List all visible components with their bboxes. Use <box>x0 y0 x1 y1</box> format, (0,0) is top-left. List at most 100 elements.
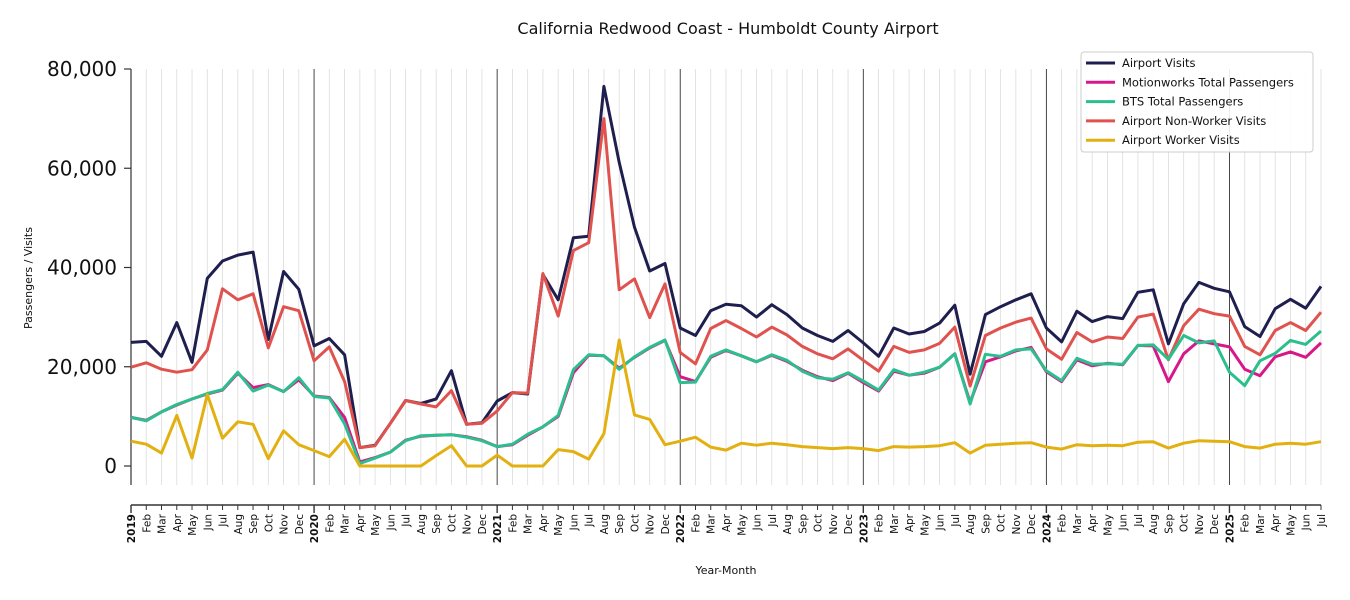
x-tick-month-label: Apr <box>721 513 733 532</box>
x-axis: 2019 Feb Mar Apr May Jun Jul Aug Sep Oct Nov Dec 202… <box>126 504 1328 543</box>
y-axis-label: Passengers / Visits <box>22 227 35 329</box>
x-tick-month-label: Nov <box>645 514 657 535</box>
x-tick-month-label: Sep <box>980 514 992 534</box>
x-tick-month-label: Mar <box>1255 513 1267 533</box>
x-tick-year-label: 2022 <box>675 514 687 543</box>
x-tick-year-label: 2025 <box>1224 514 1236 543</box>
x-tick-month-label: Jul <box>1133 514 1145 528</box>
x-tick-month-label: Aug <box>233 514 245 535</box>
x-tick-month-label: Mar <box>340 513 352 533</box>
x-tick-year-label: 2019 <box>126 514 138 543</box>
x-axis-label: Year-Month <box>694 564 756 577</box>
x-tick-month-label: Sep <box>797 514 809 534</box>
x-tick-month-label: Jun <box>568 514 580 531</box>
x-tick-month-label: Mar <box>157 513 169 533</box>
x-tick-month-label: Dec <box>477 514 489 535</box>
legend-label: Airport Worker Visits <box>1122 133 1240 147</box>
x-tick-month-label: Jun <box>385 514 397 531</box>
x-tick-month-label: Aug <box>782 514 794 535</box>
x-tick-month-label: Oct <box>446 514 458 532</box>
series-line-airport-worker-visits <box>130 338 1322 468</box>
series-line-bts-total-passengers <box>130 329 1322 465</box>
x-tick-month-label: Mar <box>889 513 901 533</box>
x-tick-month-label: Apr <box>1087 513 1099 532</box>
x-tick-month-label: Nov <box>1011 514 1023 535</box>
x-tick-month-label: Dec <box>294 514 306 535</box>
x-tick-year-label: 2024 <box>1041 514 1053 543</box>
y-axis: 0 20,000 40,000 60,000 80,000 <box>47 57 132 485</box>
x-tick-month-label: May <box>187 514 199 536</box>
x-tick-month-label: Feb <box>1240 514 1252 533</box>
x-tick-month-label: Mar <box>706 513 718 533</box>
y-tick-label: 20,000 <box>47 355 117 379</box>
x-tick-month-label: Dec <box>1026 514 1038 535</box>
x-tick-year-label: 2021 <box>492 514 504 543</box>
x-tick-month-label: Feb <box>1057 514 1069 533</box>
x-tick-month-label: May <box>919 514 931 536</box>
x-tick-month-label: Nov <box>279 514 291 535</box>
x-tick-month-label: Feb <box>690 514 702 533</box>
x-tick-month-label: Apr <box>355 513 367 532</box>
x-tick-month-label: Dec <box>843 514 855 535</box>
x-tick-month-label: Apr <box>1270 513 1282 532</box>
x-tick-month-label: Aug <box>599 514 611 535</box>
legend-label: Motionworks Total Passengers <box>1122 75 1294 89</box>
legend: Airport Visits Motionworks Total Passenge… <box>1080 51 1314 153</box>
x-tick-month-label: Jun <box>1301 514 1313 531</box>
x-tick-month-label: Nov <box>828 514 840 535</box>
x-tick-month-label: Sep <box>1163 514 1175 534</box>
chart-title: California Redwood Coast - Humboldt Coun… <box>517 19 938 38</box>
series-line-airport-visits <box>130 84 1323 450</box>
x-tick-month-label: Apr <box>904 513 916 532</box>
legend-label: Airport Non-Worker Visits <box>1122 114 1266 128</box>
x-tick-month-label: Dec <box>1209 514 1221 535</box>
x-tick-month-label: Apr <box>538 513 550 532</box>
x-tick-month-label: Oct <box>263 514 275 532</box>
legend-label: Airport Visits <box>1122 56 1196 70</box>
x-tick-month-label: Oct <box>629 514 641 532</box>
x-tick-month-label: Jul <box>218 514 230 528</box>
x-tick-month-label: Jul <box>767 514 779 528</box>
x-tick-month-label: Mar <box>523 513 535 533</box>
x-tick-month-label: Jul <box>584 514 596 528</box>
x-tick-month-label: Oct <box>813 514 825 532</box>
x-tick-month-label: May <box>1285 514 1297 536</box>
x-tick-month-label: Jun <box>935 514 947 531</box>
x-tick-month-label: May <box>553 514 565 536</box>
x-tick-month-label: Nov <box>462 514 474 535</box>
x-tick-month-label: Feb <box>141 514 153 533</box>
series-line-airport-non-worker-visits <box>130 117 1323 450</box>
x-tick-month-label: Aug <box>965 514 977 535</box>
x-tick-month-label: Jun <box>752 514 764 531</box>
series-lines <box>130 84 1323 468</box>
x-tick-month-label: Mar <box>1072 513 1084 533</box>
y-tick-label: 40,000 <box>47 256 117 280</box>
x-tick-month-label: Feb <box>874 514 886 533</box>
x-tick-month-label: May <box>1102 514 1114 536</box>
x-tick-month-label: Jun <box>202 514 214 531</box>
x-tick-month-label: Oct <box>1179 514 1191 532</box>
x-tick-month-label: Sep <box>431 514 443 534</box>
x-tick-month-label: Aug <box>416 514 428 535</box>
legend-label: BTS Total Passengers <box>1122 95 1243 109</box>
x-tick-month-label: May <box>370 514 382 536</box>
x-tick-month-label: Jun <box>1118 514 1130 531</box>
legend-box <box>1080 51 1314 153</box>
x-tick-year-label: 2020 <box>309 514 321 543</box>
y-tick-label: 0 <box>104 454 117 478</box>
x-tick-month-label: Apr <box>172 513 184 532</box>
x-tick-month-label: Feb <box>324 514 336 533</box>
x-tick-month-label: Jul <box>950 514 962 528</box>
x-tick-month-label: Sep <box>614 514 626 534</box>
x-tick-month-label: Aug <box>1148 514 1160 535</box>
x-tick-year-label: 2023 <box>858 514 870 543</box>
x-tick-month-label: Dec <box>660 514 672 535</box>
x-tick-month-label: May <box>736 514 748 536</box>
y-tick-label: 60,000 <box>47 156 117 180</box>
x-tick-month-label: Jul <box>401 514 413 528</box>
x-tick-month-label: Feb <box>507 514 519 533</box>
x-tick-month-label: Jul <box>1316 514 1328 528</box>
x-tick-month-label: Nov <box>1194 514 1206 535</box>
y-tick-label: 80,000 <box>47 57 117 81</box>
x-tick-month-label: Sep <box>248 514 260 534</box>
